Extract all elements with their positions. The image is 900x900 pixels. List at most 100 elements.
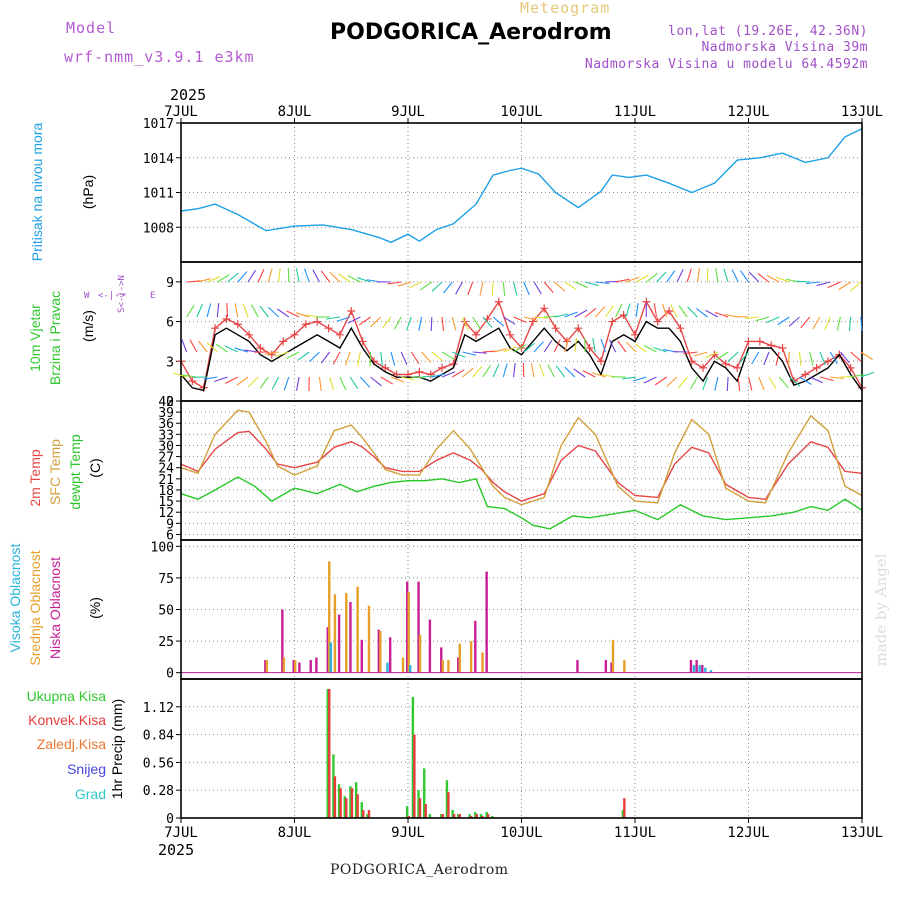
model-label: Model [66,19,117,37]
wind-arrow [533,281,542,295]
wind-arrow [382,316,392,329]
top-time-label: 7JUL [164,104,198,120]
wind-arrow [182,374,197,378]
bar-ukupna-kisa [366,814,369,818]
wind-arrow [295,312,310,318]
wind-arrow [482,364,491,378]
wind-arrow [268,306,279,318]
wind-arrow [737,376,741,391]
bar-srednja-oblacnost [407,591,410,673]
wind-arrow [653,346,667,353]
bar-ukupna-kisa [479,814,483,818]
wind-arrow [393,316,402,330]
wind-speed-marker [551,324,560,333]
wind-arrow [380,351,383,366]
wind-arrow [304,268,310,283]
wind-arrow [492,364,500,378]
compass-rose: WE<-|->S<-|->NNS [84,275,155,313]
wind-arrow [430,316,433,332]
wind-arrow [643,345,657,353]
wind-arrow [418,316,423,331]
y-tick-label: 30 [158,439,174,454]
wind-arrow [812,316,821,330]
bar-ukupna-kisa [621,810,625,818]
wind-arrow [714,376,719,391]
wind-arrow [715,268,719,283]
y-tick-label: 18 [158,484,174,499]
wind-arrow [744,316,759,320]
wind-arrow [441,351,455,360]
wind-arrow [349,376,359,389]
top-time-label: 11JUL [614,104,656,120]
wind-arrow [787,351,790,367]
wind-speed-marker [755,337,764,346]
wind-speed-marker [335,330,344,339]
bar-ukupna-kisa [417,790,420,818]
bar-niska-oblacnost [298,662,301,673]
y-tick-label: 25 [158,635,174,650]
wind-arrow [678,305,688,318]
wind-arrow [840,351,850,364]
bottom-time-label: 7JUL [164,825,198,841]
wind-arrow [860,351,873,361]
bar-ukupna-kisa [491,816,494,818]
wind-arrow [259,305,269,318]
bottom-time-label: 10JUL [500,825,542,841]
bar-niska-oblacnost [406,581,409,673]
wind-arrow [397,281,412,287]
y-tick-label: 0.28 [143,784,174,799]
top-time-label: 13JUL [841,104,883,120]
wind-arrow [632,376,647,382]
wind-arrow [777,316,790,326]
bar-konvek-kisa [356,794,359,818]
wind-arrow [666,376,678,387]
wind-arrow [441,371,456,378]
wind-speed-marker [415,367,424,376]
wind-speed-marker [233,320,242,329]
wind-arrow [325,316,340,320]
wind-speed-marker [517,344,526,353]
panel-clouds: 0 25 50 75 100 [151,539,863,682]
wind-arrow [482,316,493,328]
wind-arrow [747,376,753,391]
bar-srednja-oblacnost [418,634,422,673]
lonlat-label: lon,lat (19.26E, 42.36N) [668,24,868,39]
wind-arrow [643,376,657,384]
bar-ukupna-kisa [349,786,352,818]
bar-srednja-oblacnost [367,605,371,673]
wind-arrow [421,375,436,378]
wind-arrow [225,376,239,384]
wind-arrow [250,304,259,318]
wind-speed-marker [494,297,503,306]
bar-konvek-kisa [481,816,484,818]
bar-srednja-oblacnost [458,643,461,673]
wind-arrow [661,303,668,318]
wind-arrow [678,376,688,389]
wind-arrow [257,268,265,283]
wind-arrow [622,376,637,380]
y-tick-label: 3 [166,355,174,370]
wind-speed-marker [256,344,265,353]
precip-axis-title: 1hr Precip (mm) [109,699,125,799]
wind-arrow [347,316,361,324]
wind-arrow [523,342,536,353]
wind-arrow [592,372,606,378]
wind-arrow [625,276,640,283]
wind-arrow [472,366,483,378]
wind-arrow [196,278,211,283]
station-title: PODGORICA_Aerodrom [330,20,612,45]
wind-arrow [696,268,701,283]
wind-speed-marker [472,330,481,339]
top-time-label: 12JUL [727,104,769,120]
wind-arrow [312,269,320,283]
wind-arrow [670,304,678,318]
bar-srednja-oblacnost [447,660,450,673]
precip-legend-item: Zaledj.Kisa [37,736,106,752]
wind-arrow [539,363,545,378]
bar-niska-oblacnost [485,571,488,673]
bar-ukupna-kisa [332,754,335,818]
bar-niska-oblacnost [701,665,704,673]
wind-speed-marker [279,337,288,346]
wind-arrow [740,270,749,283]
wind-arrow [390,351,396,366]
